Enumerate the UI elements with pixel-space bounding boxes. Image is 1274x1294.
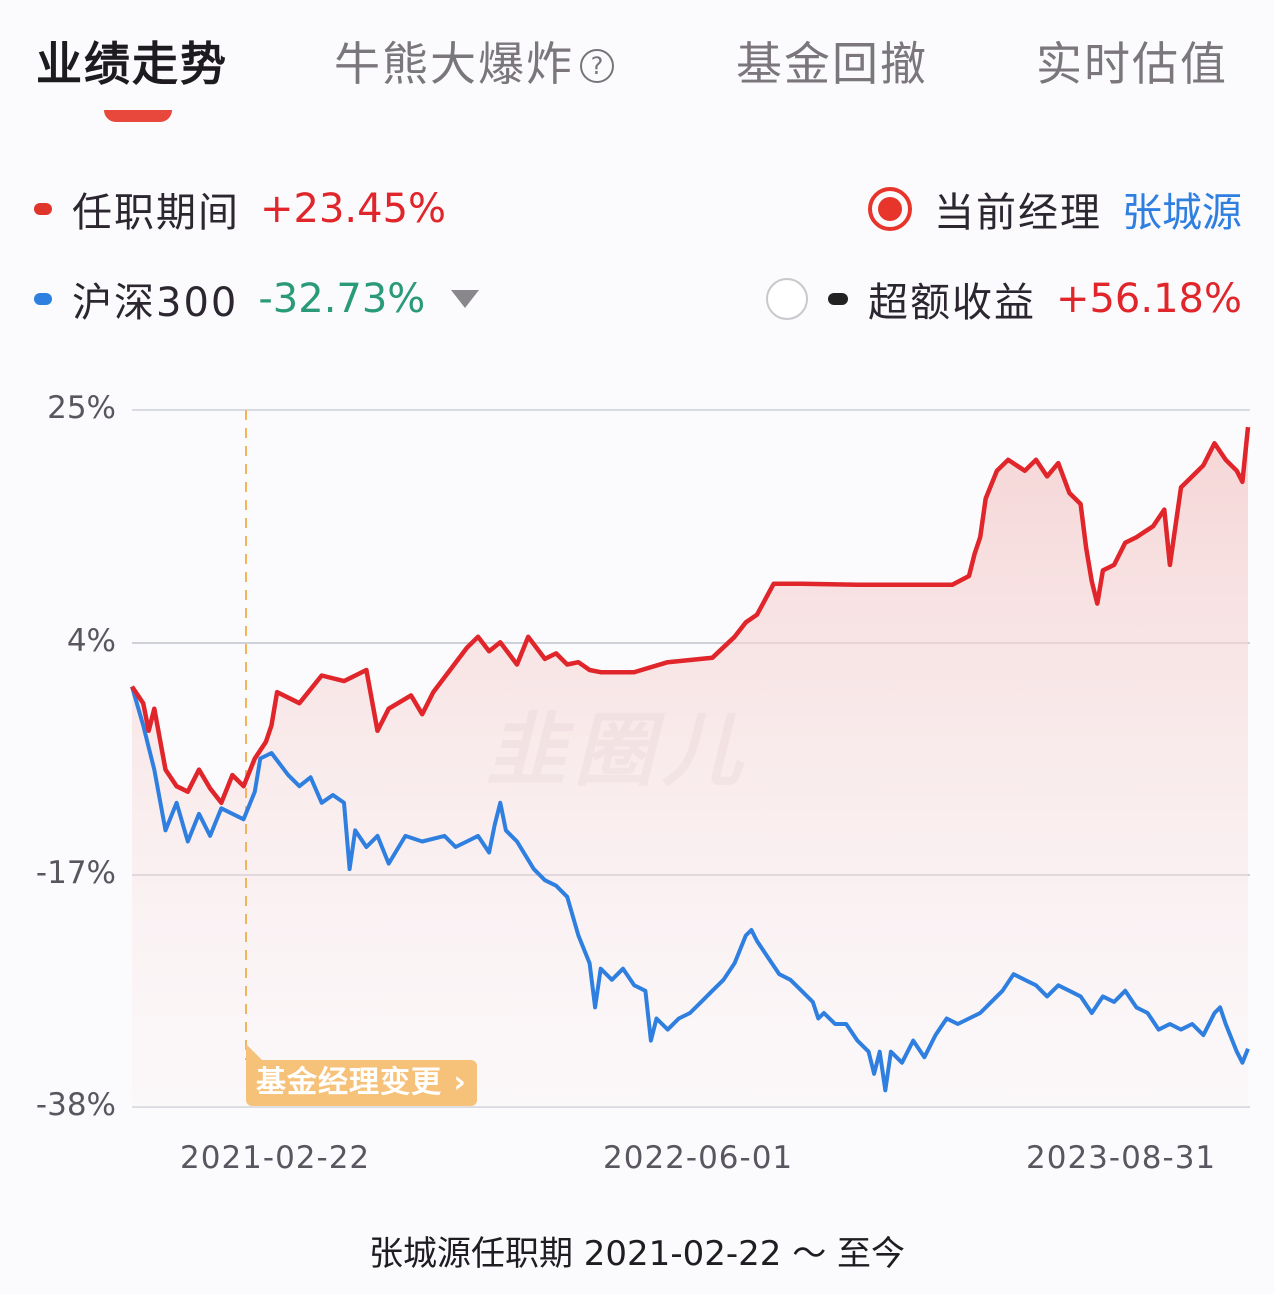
y-tick-label: 4%: [66, 623, 116, 659]
benchmark-line: [130, 686, 1250, 1093]
x-tick-label: 2023-08-31: [1026, 1140, 1217, 1176]
radio-unselected-icon[interactable]: [765, 278, 808, 320]
manager-change-tag[interactable]: 基金经理变更 ›: [246, 1044, 477, 1106]
x-tick-label: 2021-02-22: [180, 1140, 371, 1176]
tab-bar: 业绩走势 牛熊大爆炸? 基金回撤 实时估值: [0, 0, 1274, 130]
black-dot-icon: [827, 293, 848, 305]
manager-change-label: 基金经理变更: [256, 1065, 442, 1100]
tenure-line: [130, 426, 1251, 806]
current-manager-label: 当前经理: [934, 190, 1102, 236]
legend-benchmark-label: 沪深300: [72, 280, 239, 326]
tab-performance-trend[interactable]: 业绩走势: [36, 28, 228, 94]
tab-fund-drawdown[interactable]: 基金回撤: [736, 28, 928, 94]
tab-bull-bear[interactable]: 牛熊大爆炸?: [334, 28, 614, 94]
legend-benchmark-value: -32.73%: [258, 276, 426, 322]
tab-realtime-valuation[interactable]: 实时估值: [1036, 28, 1228, 94]
legend-tenure-label: 任职期间: [72, 190, 240, 236]
tab-label: 实时估值: [1036, 37, 1228, 91]
tab-label: 业绩走势: [36, 37, 228, 91]
tenure-caption: 张城源任职期 2021-02-22 ～ 至今: [368, 1234, 905, 1274]
legend-excess-return[interactable]: 超额收益 +56.18%: [765, 270, 1242, 328]
legend-tenure: 任职期间 +23.45%: [34, 180, 446, 238]
y-tick-label: -38%: [35, 1087, 116, 1123]
excess-return-value: +56.18%: [1055, 276, 1242, 322]
blue-dot-icon: [34, 293, 52, 305]
tab-label: 牛熊大爆炸: [334, 37, 574, 91]
help-icon[interactable]: ?: [580, 49, 614, 83]
legend-benchmark[interactable]: 沪深300 -32.73%: [34, 270, 480, 328]
radio-selected-icon[interactable]: [868, 187, 912, 231]
tab-label: 基金回撤: [736, 37, 928, 91]
legend-tenure-value: +23.45%: [260, 186, 447, 232]
dropdown-triangle-icon[interactable]: [451, 290, 480, 308]
manager-name-link[interactable]: 张城源: [1122, 190, 1242, 236]
y-tick-label: -17%: [35, 855, 116, 891]
legend-current-manager[interactable]: 当前经理 张城源: [868, 180, 1242, 238]
chevron-right-icon: ›: [453, 1065, 467, 1100]
tenure-area-fill: [132, 427, 1248, 1108]
active-tab-indicator: [104, 110, 172, 122]
red-dot-icon: [34, 203, 52, 215]
excess-return-label: 超额收益: [867, 280, 1036, 326]
x-tick-label: 2022-06-01: [603, 1140, 794, 1176]
y-tick-label: 25%: [47, 390, 116, 426]
